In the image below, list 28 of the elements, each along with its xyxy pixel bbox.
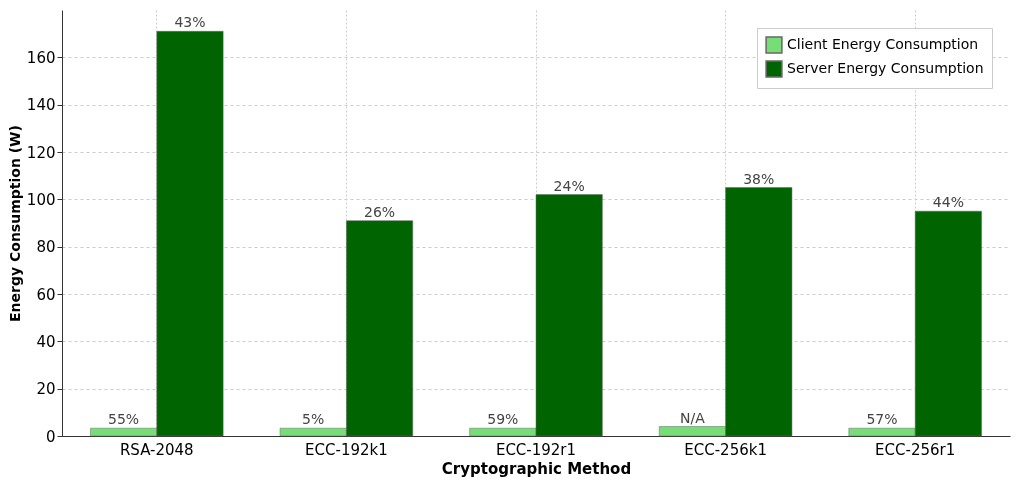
y-tick-label: 120 bbox=[26, 143, 56, 162]
x-axis-title: Cryptographic Method bbox=[441, 459, 632, 478]
annotation: 57% bbox=[866, 411, 898, 428]
x-tick-label: ECC-192k1 bbox=[305, 440, 388, 459]
y-tick-label: 80 bbox=[36, 238, 56, 257]
y-tick-label: 20 bbox=[36, 380, 56, 399]
y-axis-title: Energy Consumption (W) bbox=[6, 125, 23, 322]
annotation: 5% bbox=[302, 411, 325, 428]
y-tick-label: 60 bbox=[36, 285, 56, 304]
y-tick-label: 40 bbox=[36, 332, 56, 351]
annotation: 55% bbox=[108, 411, 140, 428]
annotation: N/A bbox=[680, 409, 706, 426]
annotation: 38% bbox=[743, 170, 775, 187]
x-tick-label: ECC-192r1 bbox=[495, 440, 577, 459]
legend-label: Server Energy Consumption bbox=[787, 60, 984, 76]
x-tick-label: RSA-2048 bbox=[119, 440, 194, 459]
y-tick-label: 100 bbox=[26, 190, 56, 209]
y-tick-label: 160 bbox=[26, 48, 56, 67]
annotation: 24% bbox=[553, 177, 585, 194]
annotation: 43% bbox=[174, 14, 206, 31]
annotation: 59% bbox=[487, 411, 519, 428]
annotation: 44% bbox=[932, 194, 964, 211]
legend-label: Client Energy Consumption bbox=[787, 36, 979, 52]
x-tick-label: ECC-256k1 bbox=[684, 440, 767, 459]
y-tick-label: 140 bbox=[26, 96, 56, 115]
y-tick-label: 0 bbox=[45, 427, 56, 446]
x-tick-label: ECC-256r1 bbox=[875, 440, 956, 459]
annotation: 26% bbox=[364, 203, 396, 220]
